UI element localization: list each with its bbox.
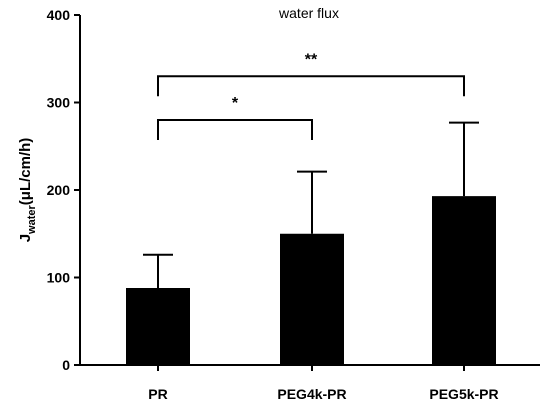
y-axis-label: Jwater(μL/cm/h) bbox=[17, 138, 38, 243]
significance-brackets: *** bbox=[157, 51, 465, 140]
axes: 0 100 200 300 400 PR PEG4k-PR PEG5k-PR bbox=[47, 7, 540, 402]
y-tick-label: 300 bbox=[47, 95, 71, 111]
bar bbox=[280, 233, 344, 365]
bars bbox=[126, 196, 496, 365]
significance-bracket bbox=[157, 119, 313, 140]
svg-text:Jwater(μL/cm/h): Jwater(μL/cm/h) bbox=[17, 138, 38, 243]
y-tick-label: 100 bbox=[47, 270, 71, 286]
error-bars bbox=[143, 121, 479, 288]
x-tick-label: PEG5k-PR bbox=[429, 386, 498, 402]
bar bbox=[126, 288, 190, 365]
chart-title: water flux bbox=[278, 5, 339, 21]
y-axis-label-unit: (μL/cm/h) bbox=[17, 138, 34, 206]
y-tick-label: 400 bbox=[47, 7, 71, 23]
significance-bracket bbox=[157, 75, 465, 97]
y-tick-label: 200 bbox=[47, 182, 71, 198]
significance-label: ** bbox=[305, 51, 318, 68]
y-axis-label-main: J bbox=[17, 234, 34, 242]
bar bbox=[432, 196, 496, 365]
y-tick-label: 0 bbox=[62, 357, 70, 373]
x-tick-label: PEG4k-PR bbox=[277, 386, 346, 402]
y-axis-label-subscript: water bbox=[26, 205, 38, 235]
x-tick-label: PR bbox=[148, 386, 167, 402]
significance-label: * bbox=[232, 95, 239, 112]
